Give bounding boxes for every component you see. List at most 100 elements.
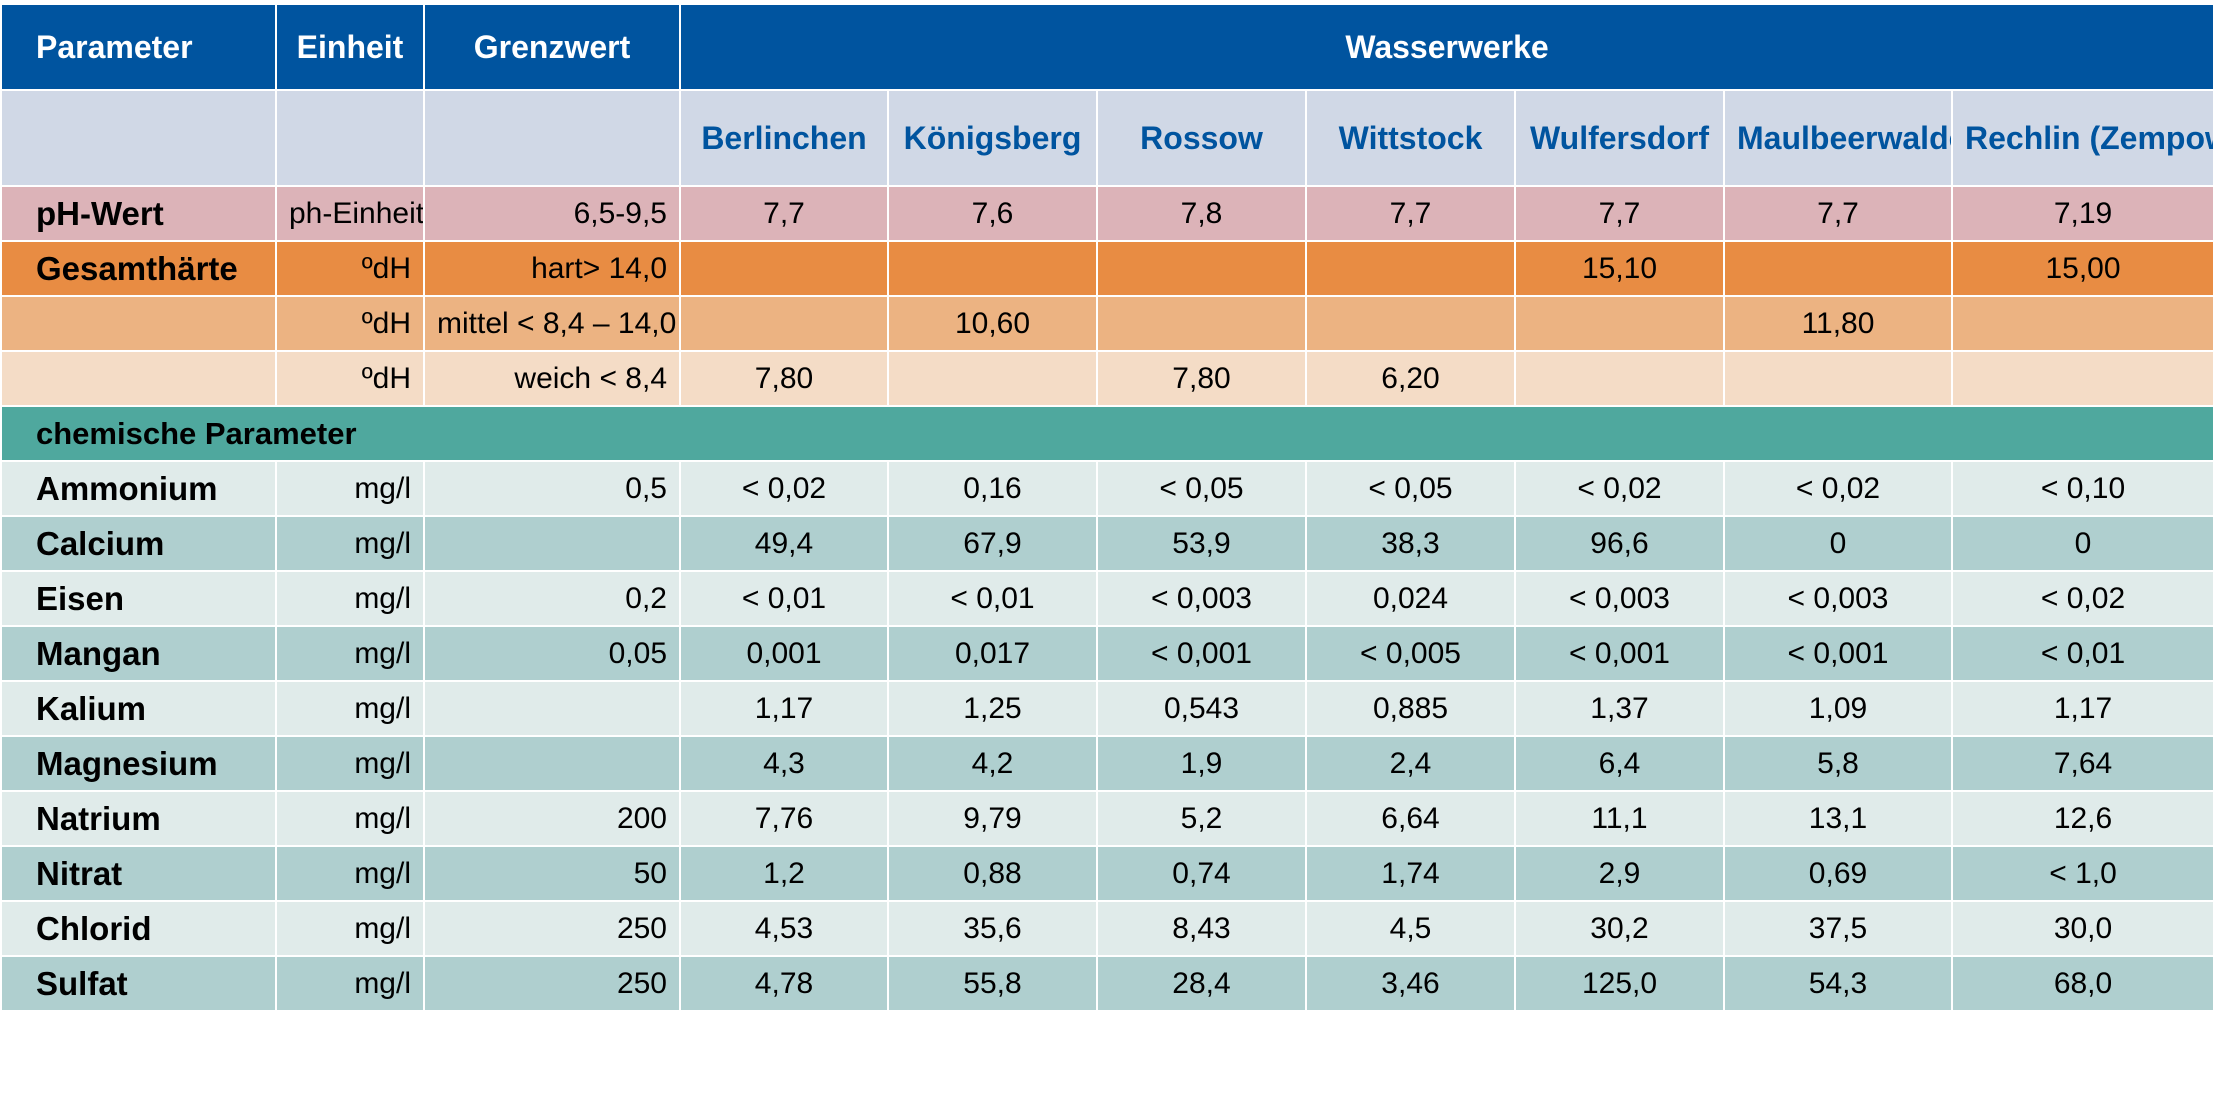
table-cell: 37,5 — [1723, 900, 1953, 957]
werke-header-row: Berlinchen Königsberg Rossow Wittstock W… — [0, 89, 2216, 187]
table-cell: 7,6 — [887, 185, 1098, 242]
row-label: Nitrat — [0, 845, 277, 902]
table-cell: < 0,003 — [1723, 570, 1953, 627]
section-title: chemische Parameter — [0, 405, 2216, 462]
table-cell: 7,7 — [679, 185, 889, 242]
table-cell: 7,80 — [1096, 350, 1307, 407]
row-unit: ºdH — [275, 350, 425, 407]
table-cell: 6,20 — [1305, 350, 1516, 407]
table-cell: 0,017 — [887, 625, 1098, 682]
table-row: Kalium mg/l 1,17 1,25 0,543 0,885 1,37 1,09 1,17 — [0, 680, 2216, 737]
row-limit: mittel < 8,4 – 14,0 — [423, 295, 681, 352]
table-cell: 38,3 — [1305, 515, 1516, 572]
table-cell: 5,8 — [1723, 735, 1953, 792]
table-row: Natrium mg/l 200 7,76 9,79 5,2 6,64 11,1 13,1 12,… — [0, 790, 2216, 847]
table-cell: 11,1 — [1514, 790, 1725, 847]
table-row-haerte-hart: Gesamthärte ºdH hart> 14,0 15,10 15,00 — [0, 240, 2216, 297]
row-limit — [423, 680, 681, 737]
table-row: Mangan mg/l 0,05 0,001 0,017 < 0,001 < 0,005 < … — [0, 625, 2216, 682]
row-label: Ammonium — [0, 460, 277, 517]
row-limit: weich < 8,4 — [423, 350, 681, 407]
table-row: Chlorid mg/l 250 4,53 35,6 8,43 4,5 30,2 37,5 30,… — [0, 900, 2216, 957]
table-cell: 0 — [1950, 515, 2216, 572]
table-cell: 1,25 — [887, 680, 1098, 737]
row-unit: mg/l — [275, 570, 425, 627]
row-limit: hart> 14,0 — [423, 240, 681, 297]
table-cell: < 0,05 — [1096, 460, 1307, 517]
table-cell: 6,4 — [1514, 735, 1725, 792]
table-cell: 0,543 — [1096, 680, 1307, 737]
table-cell — [679, 295, 889, 352]
table-cell: < 1,0 — [1950, 845, 2216, 902]
header-werk: Rossow — [1096, 89, 1307, 187]
table-cell: 54,3 — [1723, 955, 1953, 1012]
table-cell: 15,00 — [1950, 240, 2216, 297]
table-cell — [1305, 240, 1516, 297]
table-cell: 2,4 — [1305, 735, 1516, 792]
header-werk: Wittstock — [1305, 89, 1516, 187]
table-cell: < 0,01 — [679, 570, 889, 627]
header-werk: Rechlin (Zempow) — [1950, 89, 2216, 187]
row-limit: 250 — [423, 900, 681, 957]
chem-rows: Ammonium mg/l 0,5 < 0,02 0,16 < 0,05 < 0,05 < 0… — [0, 460, 2216, 1012]
table-cell — [1950, 295, 2216, 352]
table-cell: 3,46 — [1305, 955, 1516, 1012]
table-row: Magnesium mg/l 4,3 4,2 1,9 2,4 6,4 5,8 7,64 — [0, 735, 2216, 792]
header-werk: Wulfersdorf — [1514, 89, 1725, 187]
header-row: Parameter Einheit Grenzwert Wasserwerke — [0, 3, 2216, 91]
table-cell — [1305, 295, 1516, 352]
table-cell: 7,19 — [1950, 185, 2216, 242]
header-blank — [423, 89, 681, 187]
table-cell — [1723, 240, 1953, 297]
table-row: Eisen mg/l 0,2 < 0,01 < 0,01 < 0,003 0,024 < 0,… — [0, 570, 2216, 627]
row-unit: ºdH — [275, 295, 425, 352]
table-cell: 49,4 — [679, 515, 889, 572]
row-label — [0, 295, 277, 352]
table-cell: 13,1 — [1723, 790, 1953, 847]
table-row-haerte-weich: ºdH weich < 8,4 7,80 7,80 6,20 — [0, 350, 2216, 407]
table-cell — [887, 240, 1098, 297]
row-label: pH-Wert — [0, 185, 277, 242]
table-row: Calcium mg/l 49,4 67,9 53,9 38,3 96,6 0 0 — [0, 515, 2216, 572]
table-cell: < 0,003 — [1514, 570, 1725, 627]
row-unit: mg/l — [275, 515, 425, 572]
row-unit: mg/l — [275, 955, 425, 1012]
water-quality-table: Parameter Einheit Grenzwert Wasserwerke … — [0, 3, 2216, 1012]
table-row: Ammonium mg/l 0,5 < 0,02 0,16 < 0,05 < 0,05 < 0… — [0, 460, 2216, 517]
table-cell: < 0,02 — [1723, 460, 1953, 517]
row-label: Calcium — [0, 515, 277, 572]
table-cell: 7,7 — [1723, 185, 1953, 242]
header-einheit: Einheit — [275, 3, 425, 91]
table-cell: 4,2 — [887, 735, 1098, 792]
table-cell: < 0,001 — [1514, 625, 1725, 682]
row-limit: 0,2 — [423, 570, 681, 627]
header-werk: Maulbeerwalde — [1723, 89, 1953, 187]
table-cell: 55,8 — [887, 955, 1098, 1012]
table-cell: 4,3 — [679, 735, 889, 792]
row-unit: mg/l — [275, 735, 425, 792]
table-cell: 7,7 — [1305, 185, 1516, 242]
table-cell: 0 — [1723, 515, 1953, 572]
table-cell: 7,76 — [679, 790, 889, 847]
row-label: Magnesium — [0, 735, 277, 792]
table-cell — [1514, 350, 1725, 407]
header-wasserwerke: Wasserwerke — [678, 3, 2216, 91]
row-label: Gesamthärte — [0, 240, 277, 297]
row-limit: 0,5 — [423, 460, 681, 517]
row-unit: mg/l — [275, 625, 425, 682]
table-cell: 11,80 — [1723, 295, 1953, 352]
row-limit: 250 — [423, 955, 681, 1012]
table-cell: 28,4 — [1096, 955, 1307, 1012]
row-limit: 0,05 — [423, 625, 681, 682]
row-limit: 50 — [423, 845, 681, 902]
table-cell: < 0,01 — [887, 570, 1098, 627]
row-limit: 6,5-9,5 — [423, 185, 681, 242]
table-cell: < 0,02 — [1950, 570, 2216, 627]
table-cell: < 0,10 — [1950, 460, 2216, 517]
table-cell: 10,60 — [887, 295, 1098, 352]
table-row: Nitrat mg/l 50 1,2 0,88 0,74 1,74 2,9 0,69 < 1,0 — [0, 845, 2216, 902]
table-cell — [1723, 350, 1953, 407]
row-unit: mg/l — [275, 460, 425, 517]
table-cell: 67,9 — [887, 515, 1098, 572]
table-cell: 35,6 — [887, 900, 1098, 957]
